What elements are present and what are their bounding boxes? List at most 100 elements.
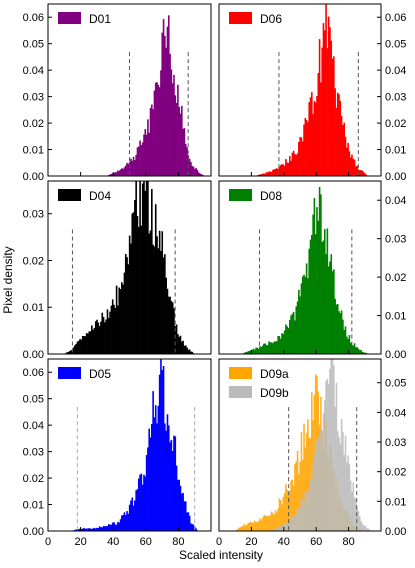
bar-D04 — [91, 325, 93, 354]
bar-D09b — [274, 529, 277, 531]
bar-D09b — [276, 527, 278, 531]
bar-D09a — [235, 529, 238, 531]
bar-D06 — [364, 173, 366, 176]
bar-D09b — [351, 491, 353, 531]
bar-D06 — [333, 56, 335, 177]
bar-D09b — [362, 525, 365, 531]
panel-right-row-1: 0.00 0.01 0.02 0.03 0.04 0.05 0.06 D06 — [218, 3, 406, 183]
bar-D08 — [268, 341, 270, 354]
bar-D04 — [109, 311, 111, 354]
bar-D05 — [188, 515, 191, 531]
bar-D06 — [355, 166, 357, 176]
bar-D08 — [314, 234, 317, 354]
bar-D08 — [311, 235, 313, 354]
bar-D01 — [192, 166, 195, 176]
bar-D09b — [352, 482, 355, 531]
bar-D09b — [281, 525, 283, 531]
bar-D05 — [191, 524, 194, 531]
bar-D04 — [149, 230, 152, 354]
bar-D06 — [292, 150, 295, 176]
bar-D09b — [343, 455, 346, 531]
bar-D01 — [144, 129, 147, 176]
bar-D05 — [111, 522, 114, 531]
bar-D06 — [360, 170, 362, 176]
bar-D04 — [158, 230, 161, 354]
y-tick-label: 0.04 — [385, 195, 406, 207]
bar-D09a — [259, 518, 261, 531]
bar-D08 — [282, 334, 285, 354]
bar-D06 — [311, 92, 313, 176]
bar-D08 — [316, 207, 318, 354]
bar-D04 — [135, 181, 137, 354]
bar-D04 — [105, 319, 107, 354]
bar-D06 — [365, 174, 368, 176]
y-tick-label: 0.03 — [23, 209, 44, 221]
bar-D04 — [144, 190, 147, 354]
bar-D09a — [278, 498, 281, 531]
bar-D09b — [344, 435, 347, 531]
y-tick-label: 0.06 — [23, 12, 44, 24]
y-tick-label: 0.04 — [23, 65, 44, 77]
bar-D05 — [184, 501, 187, 531]
bar-D08 — [243, 352, 246, 354]
bar-D05 — [127, 513, 130, 531]
bar-D08 — [331, 271, 334, 354]
bar-D08 — [292, 311, 295, 354]
bar-D09b — [365, 527, 368, 531]
bar-D01 — [157, 84, 160, 176]
bar-D01 — [201, 174, 204, 176]
bar-D05 — [183, 501, 186, 531]
bar-D01 — [139, 140, 141, 176]
bar-D09a — [281, 504, 283, 531]
bar-D06 — [303, 124, 305, 176]
bar-D05 — [98, 526, 101, 531]
y-tick-label: 0.05 — [385, 378, 406, 390]
bar-D09b — [355, 498, 357, 531]
bar-D09b — [312, 476, 314, 531]
bar-D08 — [335, 304, 338, 354]
bar-D05 — [122, 514, 124, 531]
legend-label-D01: D01 — [89, 12, 111, 26]
y-tick-label: 0.03 — [385, 234, 406, 246]
y-axis-label: Pixel density — [1, 246, 15, 313]
bar-D05 — [154, 405, 157, 531]
bar-D04 — [177, 334, 179, 354]
bar-D09b — [326, 379, 329, 531]
bar-D04 — [88, 331, 91, 354]
x-tick-label: 80 — [172, 536, 184, 548]
bar-D08 — [322, 240, 325, 354]
x-tick-label: 0 — [216, 536, 222, 548]
bar-D06 — [274, 168, 277, 176]
bar-D09a — [279, 500, 282, 531]
bar-D08 — [317, 220, 320, 354]
y-tick-label: 0.00 — [385, 526, 406, 538]
x-tick-label: 20 — [74, 536, 86, 548]
bar-D08 — [339, 313, 342, 354]
bar-D06 — [314, 102, 317, 176]
y-tick-label: 0.05 — [385, 39, 406, 51]
bar-D05 — [83, 527, 85, 531]
bar-D08 — [287, 328, 290, 354]
y-tick-label: 0.02 — [385, 118, 406, 130]
bar-D08 — [247, 351, 250, 354]
bar-D08 — [253, 349, 256, 354]
legend-label-D09a: D09a — [260, 367, 289, 381]
bar-D04 — [139, 181, 141, 354]
bar-D06 — [308, 102, 311, 176]
bar-D05 — [102, 525, 105, 531]
bar-D09a — [241, 526, 243, 531]
bar-D05 — [106, 525, 109, 531]
bar-D06 — [348, 151, 351, 176]
bar-D05 — [171, 451, 174, 531]
bar-D05 — [160, 359, 162, 531]
bar-D05 — [93, 527, 96, 531]
bar-D08 — [255, 347, 257, 354]
bar-D09a — [268, 516, 270, 531]
bar-D05 — [87, 528, 89, 531]
bar-D06 — [343, 122, 346, 176]
bar-D04 — [80, 339, 83, 354]
bar-D04 — [118, 287, 121, 354]
bar-D05 — [153, 417, 156, 531]
bar-D04 — [75, 343, 77, 354]
bar-D04 — [81, 336, 84, 354]
